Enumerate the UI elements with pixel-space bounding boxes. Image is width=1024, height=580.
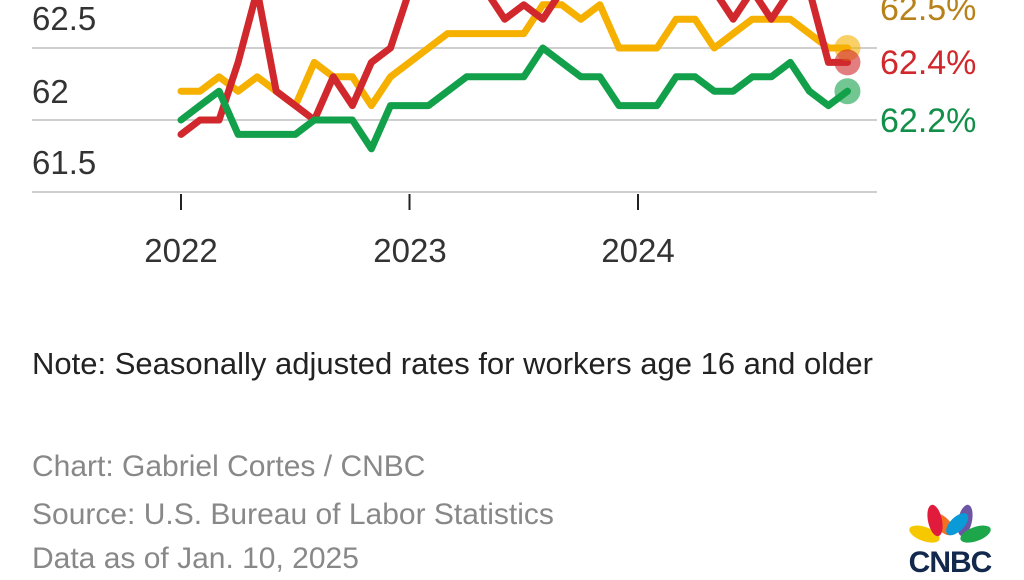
peacock-icon: [909, 504, 991, 543]
chart-source: Source: U.S. Bureau of Labor Statistics: [32, 498, 554, 531]
series-line-2: [177, 44, 851, 153]
series-line-1: [177, 0, 851, 138]
y-tick-label: 62: [32, 73, 69, 110]
chart-note: Note: Seasonally adjusted rates for work…: [32, 346, 873, 381]
end-dot-1: [834, 49, 861, 76]
logo-text: CNBC: [908, 546, 993, 579]
end-label-green: 62.2%: [880, 102, 977, 140]
y-tick-label: 61.5: [32, 144, 97, 181]
end-label-red: 62.4%: [880, 44, 977, 82]
end-dot-2: [834, 78, 861, 105]
x-tick-label: 2022: [144, 232, 218, 269]
y-tick-label: 62.5: [32, 0, 97, 37]
end-label-yellow: 62.5%: [880, 0, 977, 28]
data-as-of: Data as of Jan. 10, 2025: [32, 542, 359, 575]
x-tick-label: 2023: [373, 232, 447, 269]
x-tick-label: 2024: [601, 232, 675, 269]
chart-credit: Chart: Gabriel Cortes / CNBC: [32, 450, 426, 483]
cnbc-logo: CNBC: [900, 500, 1000, 579]
